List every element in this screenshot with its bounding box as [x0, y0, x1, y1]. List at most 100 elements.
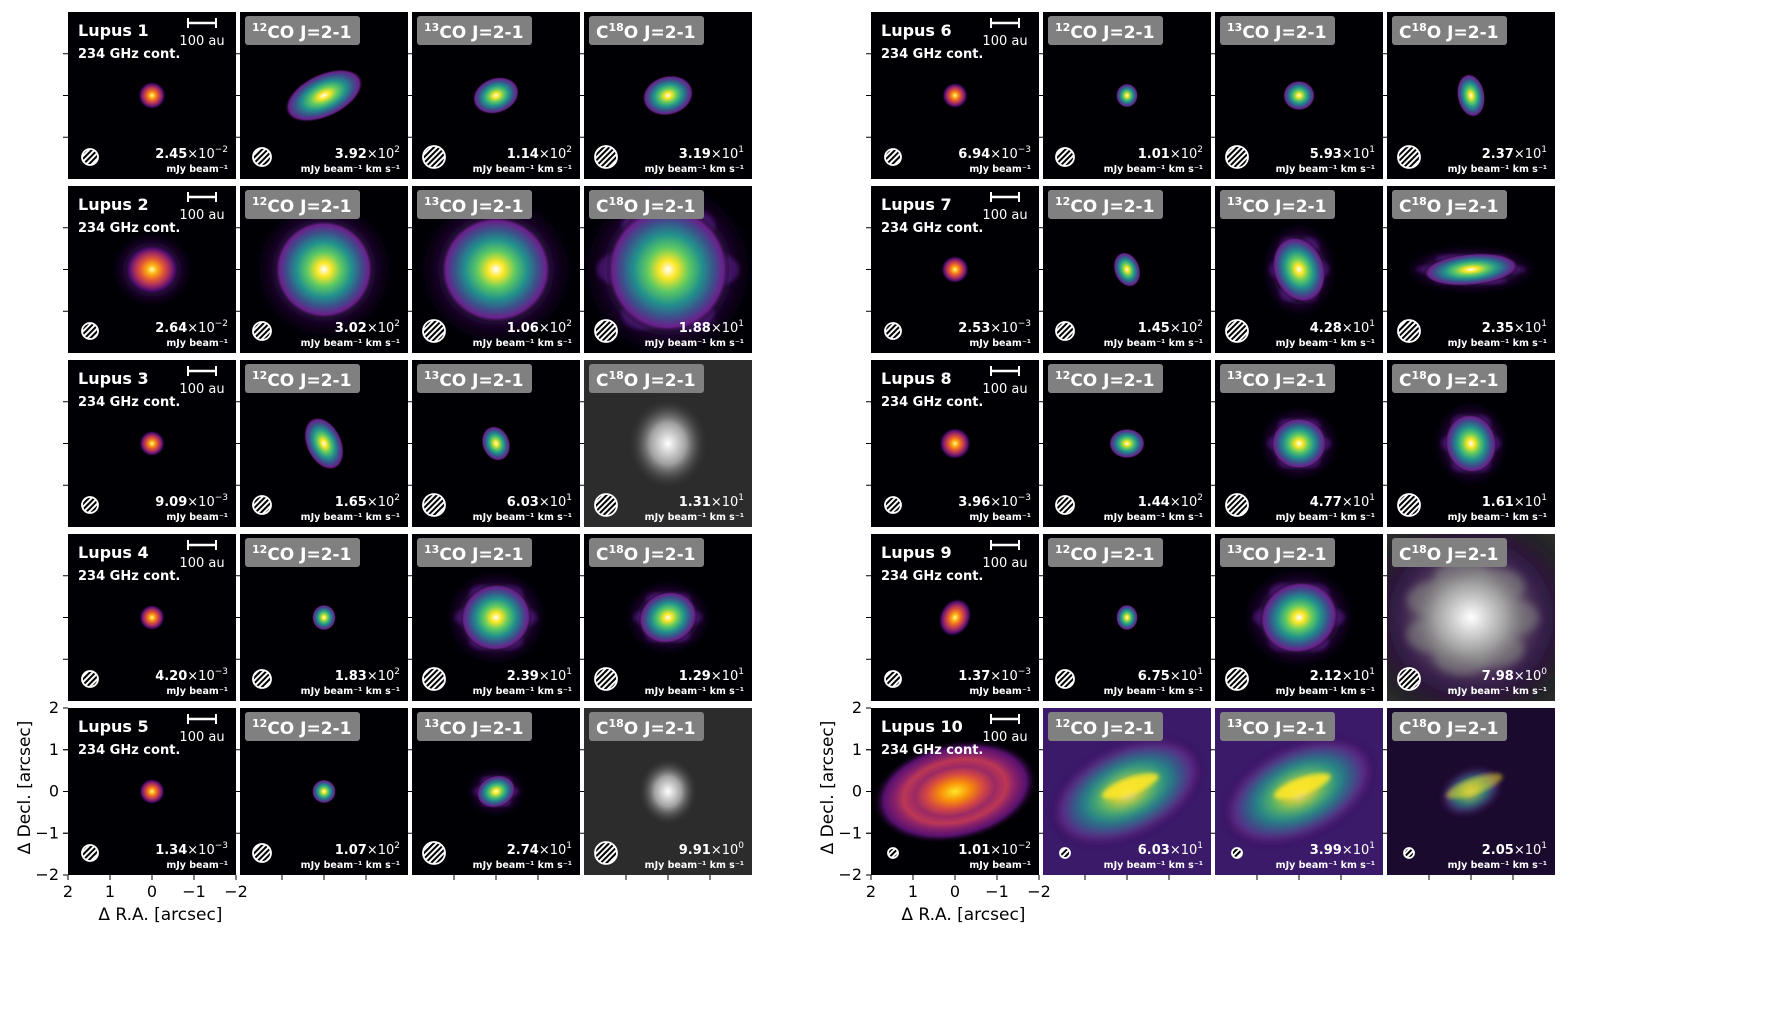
peak-value: 2.12×101 [1310, 667, 1375, 684]
unit-label: mJy beam⁻¹ km s⁻¹ [645, 164, 744, 175]
peak-mantissa: 1.06 [507, 321, 539, 336]
line-label-suffix: CO J=2-1 [439, 545, 523, 565]
beam-ellipse [422, 145, 446, 169]
isotope-number: 18 [1411, 717, 1426, 730]
line-label: 12CO J=2-1 [252, 21, 351, 43]
beam-ellipse [594, 667, 618, 691]
isotope-number: 13 [424, 21, 439, 34]
line-label-box [245, 16, 360, 45]
peak-exponent: 1 [1369, 667, 1375, 677]
isotope-number: 13 [424, 195, 439, 208]
peak-value: 6.03×101 [507, 493, 572, 510]
isotope-number: 13 [1227, 543, 1242, 556]
peak-mantissa: 3.02 [335, 321, 367, 336]
peak-exponent: 1 [1197, 841, 1203, 851]
line-label-box [245, 364, 360, 393]
times-ten: ×10 [1342, 843, 1369, 858]
continuum-label: 234 GHz cont. [881, 569, 983, 584]
peak-mantissa: 4.20 [155, 669, 187, 684]
times-ten: ×10 [1514, 669, 1541, 684]
line-label: 13CO J=2-1 [424, 195, 523, 217]
isotope-number: 13 [424, 543, 439, 556]
unit-label: mJy beam⁻¹ [969, 686, 1031, 697]
line-label: 12CO J=2-1 [1055, 369, 1154, 391]
peak-exponent: −3 [1018, 493, 1031, 503]
peak-exponent: 2 [394, 319, 400, 329]
line-label-prefix: C [1399, 197, 1411, 217]
panel-1-3: C18O J=2-1 3.19×101 mJy beam⁻¹ km s⁻¹ [579, 12, 752, 179]
beam-ellipse [1397, 493, 1421, 517]
unit-label: mJy beam⁻¹ km s⁻¹ [1276, 512, 1375, 523]
beam-ellipse [1055, 147, 1075, 167]
peak-exponent: −2 [215, 319, 228, 329]
beam-ellipse [594, 841, 618, 865]
times-ten: ×10 [1170, 321, 1197, 336]
peak-exponent: 1 [738, 319, 744, 329]
peak-value: 2.53×10−3 [958, 319, 1031, 336]
times-ten: ×10 [539, 495, 566, 510]
peak-value: 9.09×10−3 [155, 493, 228, 510]
isotope-number: 18 [608, 195, 623, 208]
scalebar-label: 100 au [982, 556, 1027, 571]
line-label-box [417, 16, 532, 45]
unit-label: mJy beam⁻¹ km s⁻¹ [1448, 164, 1547, 175]
isotope-number: 13 [1227, 717, 1242, 730]
line-label-suffix: O J=2-1 [624, 545, 696, 565]
times-ten: ×10 [367, 669, 394, 684]
times-ten: ×10 [1514, 495, 1541, 510]
peak-exponent: 2 [566, 319, 572, 329]
peak-exponent: 1 [738, 145, 744, 155]
panel-2-3: C18O J=2-1 1.88×101 mJy beam⁻¹ km s⁻¹ [579, 186, 752, 353]
y-tick-label: −1 [838, 823, 862, 842]
times-ten: ×10 [539, 843, 566, 858]
line-label: C18O J=2-1 [1399, 543, 1498, 565]
panel-5-2: 13CO J=2-1 2.74×101 mJy beam⁻¹ km s⁻¹ [407, 708, 580, 880]
peak-value: 2.05×101 [1482, 841, 1547, 858]
line-label: 13CO J=2-1 [424, 369, 523, 391]
line-label-suffix: O J=2-1 [1427, 371, 1499, 391]
line-label-suffix: CO J=2-1 [439, 371, 523, 391]
line-label-box [1048, 190, 1163, 219]
unit-label: mJy beam⁻¹ [969, 338, 1031, 349]
line-label-box [1392, 538, 1507, 567]
peak-mantissa: 1.01 [1138, 147, 1170, 162]
line-label: 13CO J=2-1 [1227, 543, 1326, 565]
peak-mantissa: 1.37 [958, 669, 990, 684]
peak-exponent: 1 [738, 493, 744, 503]
source-name: Lupus 7 [881, 195, 952, 214]
source-name: Lupus 8 [881, 369, 952, 388]
line-label: 12CO J=2-1 [252, 369, 351, 391]
peak-exponent: 0 [1541, 667, 1547, 677]
peak-value: 3.96×10−3 [958, 493, 1031, 510]
peak-mantissa: 7.98 [1482, 669, 1514, 684]
beam-ellipse [422, 841, 446, 865]
panel-8-1: 12CO J=2-1 1.44×102 mJy beam⁻¹ km s⁻¹ [1038, 360, 1211, 527]
panel-5-1: 12CO J=2-1 1.07×102 mJy beam⁻¹ km s⁻¹ [235, 708, 408, 880]
line-label-box [245, 190, 360, 219]
beam-ellipse [1059, 847, 1071, 859]
y-axis-label: Δ Decl. [arcsec] [818, 721, 838, 855]
beam-ellipse [1055, 669, 1075, 689]
line-label-suffix: CO J=2-1 [1242, 23, 1326, 43]
beam-ellipse [81, 148, 99, 166]
line-label-prefix: C [596, 371, 608, 391]
beam-ellipse [594, 493, 618, 517]
unit-label: mJy beam⁻¹ km s⁻¹ [301, 512, 400, 523]
beam-ellipse [1231, 847, 1243, 859]
unit-label: mJy beam⁻¹ km s⁻¹ [473, 164, 572, 175]
line-label-prefix: C [1399, 371, 1411, 391]
x-tick-label: −2 [1027, 882, 1051, 901]
unit-label: mJy beam⁻¹ km s⁻¹ [1276, 338, 1375, 349]
beam-ellipse [252, 495, 272, 515]
line-label-suffix: O J=2-1 [624, 371, 696, 391]
beam-ellipse [1225, 493, 1249, 517]
y-tick-label: 1 [852, 740, 862, 759]
beam-ellipse [252, 669, 272, 689]
y-axis-label: Δ Decl. [arcsec] [15, 721, 35, 855]
source-name: Lupus 9 [881, 543, 952, 562]
line-label: C18O J=2-1 [596, 21, 695, 43]
times-ten: ×10 [711, 321, 738, 336]
unit-label: mJy beam⁻¹ km s⁻¹ [645, 686, 744, 697]
peak-mantissa: 3.92 [335, 147, 367, 162]
unit-label: mJy beam⁻¹ km s⁻¹ [1276, 860, 1375, 871]
